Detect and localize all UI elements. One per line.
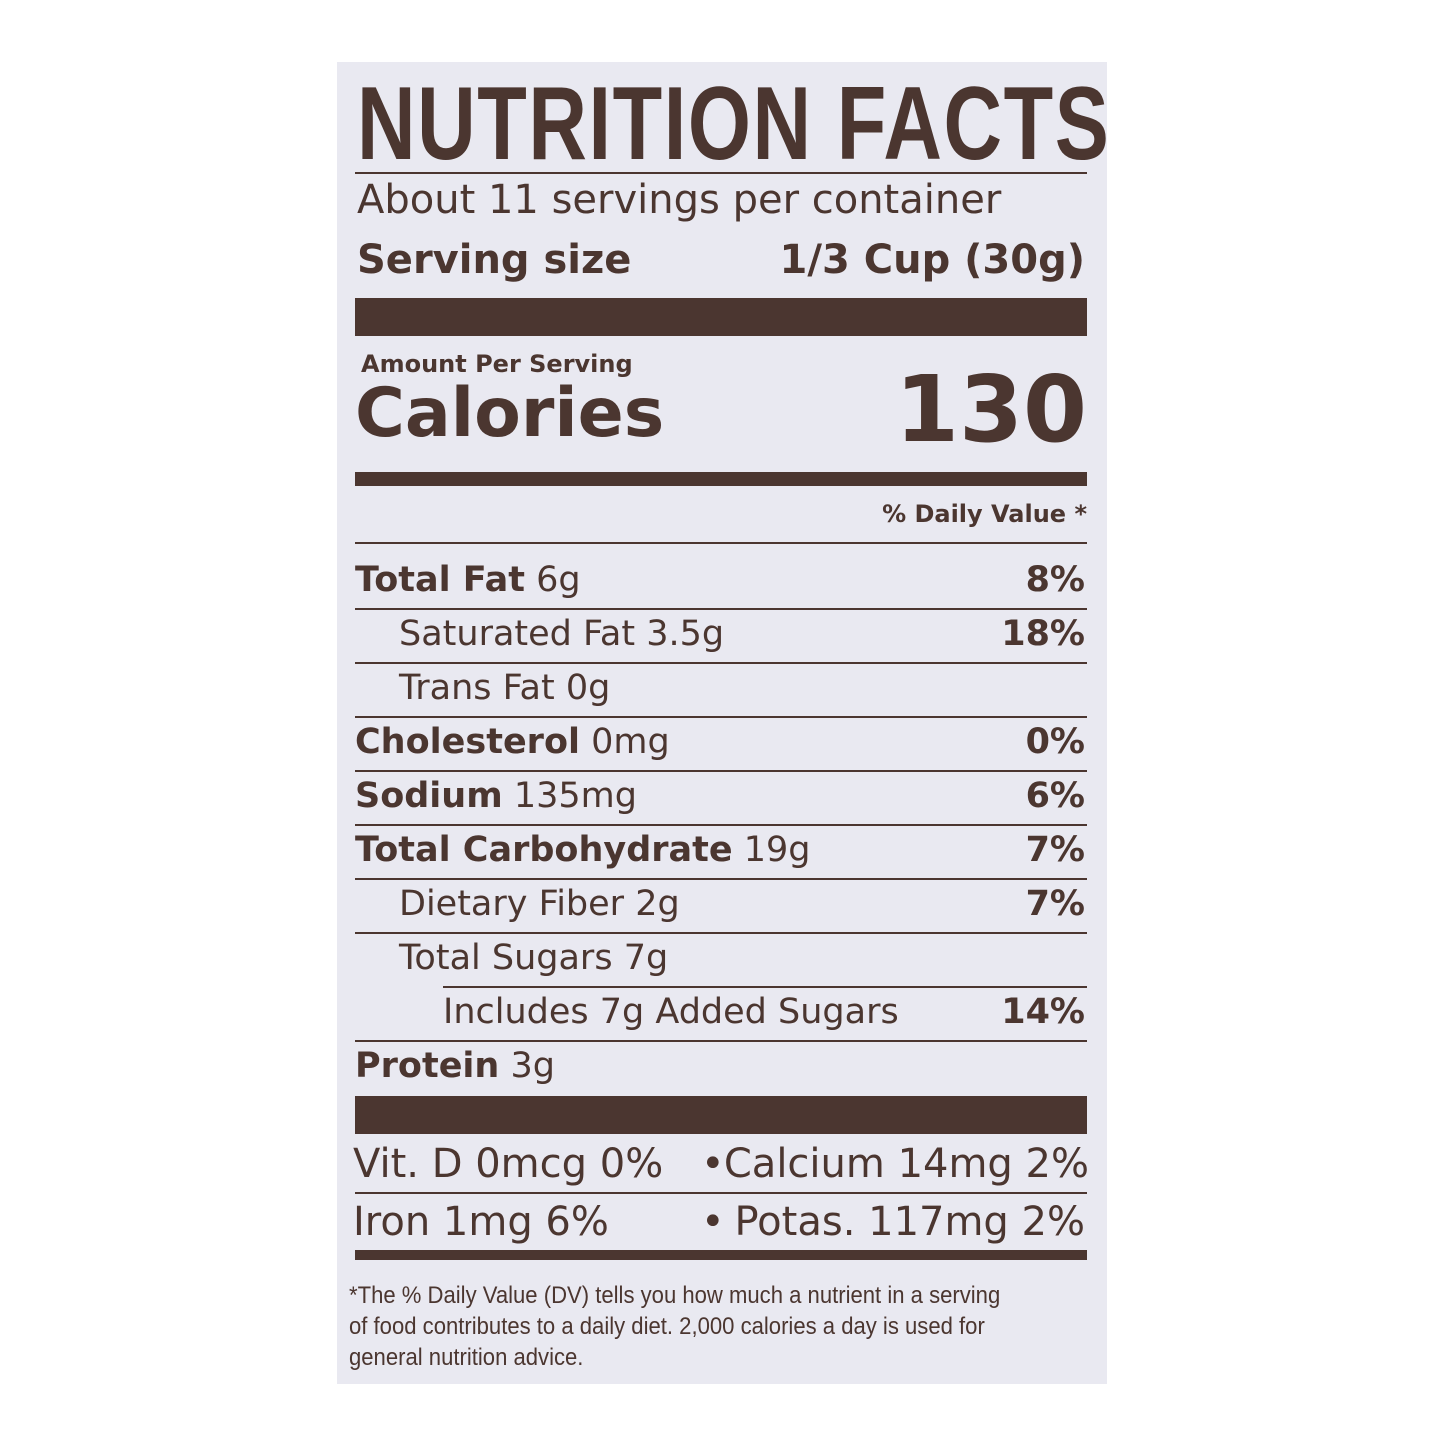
nutrient-daily-value: 6% (1025, 776, 1085, 816)
nutrient-label: Sodium 135mg (355, 776, 637, 816)
calcium: Calcium 14mg 2% (723, 1141, 1089, 1187)
nutrient-row: Dietary Fiber 2g 7% (355, 884, 1085, 924)
nutrient-label: Protein 3g (355, 1046, 555, 1086)
nutrient-label: Trans Fat 0g (399, 668, 610, 708)
nutrient-row: Trans Fat 0g (355, 668, 1085, 708)
vitamin-d: Vit. D 0mcg 0% (353, 1141, 664, 1187)
label-title: NUTRITION FACTS (357, 66, 1111, 182)
nutrient-row: Cholesterol 0mg 0% (355, 722, 1085, 762)
nutrient-daily-value: 7% (1025, 830, 1085, 870)
nutrient-amount: 0g (565, 668, 611, 708)
nutrient-daily-value: 8% (1025, 560, 1085, 600)
divider (355, 1040, 1087, 1042)
nutrient-name: Total Fat (355, 560, 526, 600)
nutrient-row: Total Sugars 7g (355, 938, 1085, 978)
daily-value-header: % Daily Value * (882, 500, 1087, 528)
medium-divider (355, 1250, 1087, 1260)
nutrient-amount: 0mg (591, 722, 670, 762)
nutrient-amount: 2g (635, 884, 680, 924)
nutrient-label: Includes 7g Added Sugars (443, 992, 899, 1032)
nutrient-label: Total Fat 6g (355, 560, 581, 600)
divider (355, 770, 1087, 772)
nutrient-name: Cholesterol (355, 722, 580, 762)
divider (355, 172, 1087, 174)
nutrient-name: Saturated Fat (399, 614, 636, 654)
serving-size-value: 1/3 Cup (30g) (779, 237, 1085, 283)
nutrient-name: Trans Fat (399, 668, 555, 708)
nutrient-label: Cholesterol 0mg (355, 722, 670, 762)
nutrient-name: Total Carbohydrate (355, 830, 733, 870)
nutrient-daily-value: 7% (1025, 884, 1085, 924)
servings-per-container: About 11 servings per container (357, 177, 1002, 223)
nutrient-name: Sodium (355, 776, 503, 816)
nutrient-amount: 135mg (513, 776, 637, 816)
serving-size-label: Serving size (357, 237, 632, 283)
nutrient-label: Total Carbohydrate 19g (355, 830, 811, 870)
nutrient-amount: 6g (536, 560, 581, 600)
divider (355, 662, 1087, 664)
footnote: *The % Daily Value (DV) tells you how mu… (349, 1282, 1001, 1371)
divider (355, 542, 1087, 544)
nutrient-row: Total Carbohydrate 19g 7% (355, 830, 1085, 870)
nutrient-amount: 7g (623, 938, 669, 978)
divider (355, 824, 1087, 826)
nutrient-daily-value: 0% (1025, 722, 1085, 762)
amount-per-serving: Amount Per Serving (361, 350, 633, 378)
thick-divider (355, 298, 1087, 336)
divider (355, 932, 1087, 934)
nutrient-row: Saturated Fat 3.5g 18% (355, 614, 1085, 654)
bullet: • (701, 1199, 725, 1245)
potassium: Potas. 117mg 2% (734, 1199, 1085, 1245)
calories-label: Calories (355, 374, 665, 453)
nutrient-amount: 3.5g (646, 614, 725, 654)
nutrition-label: NUTRITION FACTS About 11 servings per co… (337, 62, 1111, 1384)
divider (443, 986, 1087, 988)
nutrient-daily-value: 18% (1001, 614, 1085, 654)
nutrient-name: Total Sugars (399, 938, 613, 978)
divider (355, 878, 1087, 880)
nutrient-row: Sodium 135mg 6% (355, 776, 1085, 816)
nutrient-row: Total Fat 6g 8% (355, 560, 1085, 600)
nutrient-label: Dietary Fiber 2g (399, 884, 680, 924)
divider (355, 608, 1087, 610)
nutrient-name: Dietary Fiber (399, 884, 625, 924)
nutrient-daily-value: 14% (1001, 992, 1085, 1032)
divider (355, 1192, 1087, 1194)
calories-value: 130 (894, 356, 1087, 463)
nutrient-name: Includes 7g Added Sugars (443, 992, 899, 1032)
nutrient-amount: 19g (743, 830, 811, 870)
nutrient-row: Protein 3g (355, 1046, 1085, 1086)
nutrient-label: Saturated Fat 3.5g (399, 614, 724, 654)
nutrient-amount: 3g (510, 1046, 555, 1086)
nutrient-row: Includes 7g Added Sugars 14% (355, 992, 1085, 1032)
nutrient-label: Total Sugars 7g (399, 938, 668, 978)
nutrient-name: Protein (355, 1046, 500, 1086)
thick-divider (355, 1096, 1087, 1134)
medium-divider (355, 472, 1087, 486)
divider (355, 716, 1087, 718)
iron: Iron 1mg 6% (353, 1199, 609, 1245)
bullet: • (701, 1141, 725, 1187)
